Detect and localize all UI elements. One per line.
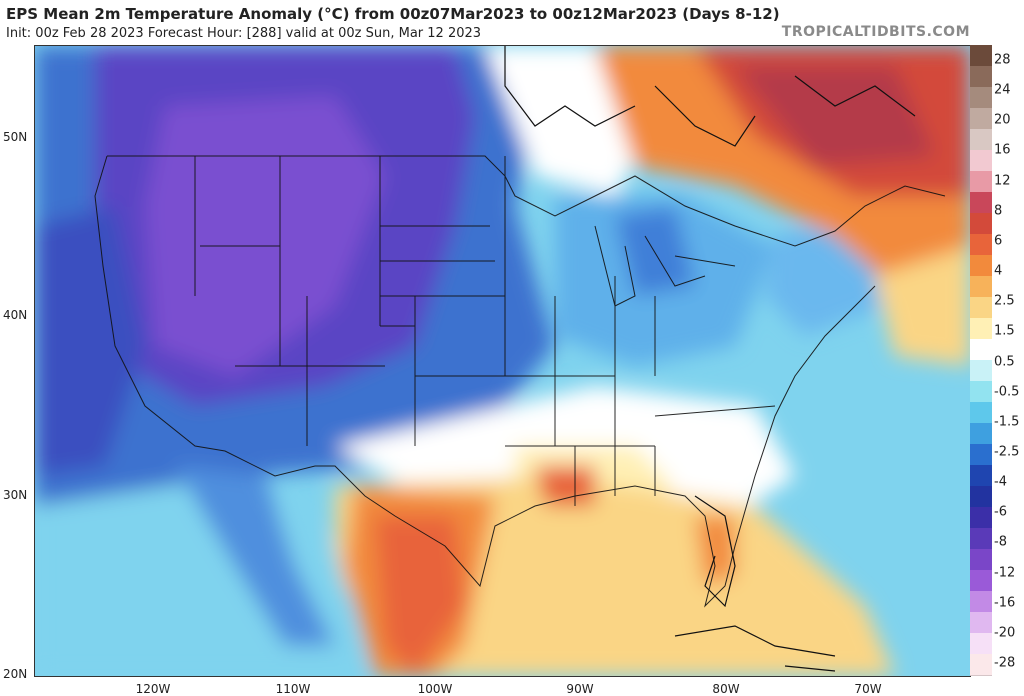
coastlines <box>504 46 916 672</box>
lat-label-50n: 50N <box>3 130 28 144</box>
colorbar-swatch <box>970 297 992 319</box>
colorbar-label: 28 <box>994 52 1011 68</box>
colorbar-label: 8 <box>994 203 1003 219</box>
colorbar-label: -6 <box>994 504 1007 520</box>
colorbar-swatch <box>970 108 992 130</box>
colorbar-swatch <box>970 87 992 109</box>
colorbar-label: -4 <box>994 474 1007 490</box>
colorbar-swatch <box>970 570 992 592</box>
colorbar-swatch <box>970 150 992 172</box>
colorbar-swatch <box>970 360 992 382</box>
colorbar-swatch <box>970 255 992 277</box>
lat-label-40n: 40N <box>3 308 28 322</box>
colorbar-label: 6 <box>994 233 1003 249</box>
map-title: EPS Mean 2m Temperature Anomaly (°C) fro… <box>6 5 780 23</box>
lat-label-30n: 30N <box>3 488 28 502</box>
colorbar-swatch <box>970 591 992 613</box>
colorbar-swatch <box>970 423 992 445</box>
colorbar-swatch <box>970 171 992 193</box>
lat-label-20n: 20N <box>3 667 28 681</box>
colorbar-swatch <box>970 276 992 298</box>
colorbar-label: 4 <box>994 263 1003 279</box>
colorbar-swatch <box>970 612 992 634</box>
colorbar-label: 16 <box>994 142 1011 158</box>
colorbar-swatch <box>970 633 992 655</box>
colorbar-swatch <box>970 402 992 424</box>
colorbar-swatch <box>970 234 992 256</box>
colorbar-swatch <box>970 486 992 508</box>
colorbar-label: -1.5 <box>994 414 1020 430</box>
lon-label-70w: 70W <box>854 682 882 696</box>
colorbar-swatch <box>970 654 992 676</box>
colorbar-swatch <box>970 213 992 235</box>
colorbar-swatch <box>970 192 992 214</box>
colorbar-swatch <box>970 339 992 361</box>
colorbar-swatch <box>970 318 992 340</box>
colorbar-label: -0.5 <box>994 384 1020 400</box>
colorbar-label: -20 <box>994 625 1016 641</box>
colorbar-swatch <box>970 381 992 403</box>
lon-label-110w: 110W <box>275 682 311 696</box>
colorbar-swatch <box>970 66 992 88</box>
colorbar-swatch <box>970 465 992 487</box>
colorbar-label: 0.5 <box>994 354 1015 369</box>
colorbar-label: -2.5 <box>994 444 1020 460</box>
site-watermark: TROPICALTIDBITS.COM <box>781 24 970 40</box>
boundaries <box>94 155 946 608</box>
colorbar-swatch <box>970 549 992 571</box>
colorbar-swatch <box>970 129 992 151</box>
colorbar-label: 12 <box>994 173 1011 189</box>
lon-label-100w: 100W <box>417 682 453 696</box>
colorbar-label: 20 <box>994 112 1011 128</box>
temperature-anomaly-map <box>34 45 971 677</box>
colorbar-label: -16 <box>994 595 1016 611</box>
colorbar <box>970 45 992 676</box>
colorbar-label: 2.5 <box>994 293 1015 309</box>
lon-label-80w: 80W <box>712 682 740 696</box>
colorbar-swatch <box>970 45 992 67</box>
lon-label-90w: 90W <box>566 682 594 696</box>
lon-label-120w: 120W <box>135 682 171 696</box>
colorbar-swatch <box>970 507 992 529</box>
colorbar-label: 24 <box>994 82 1011 98</box>
anomaly-field <box>35 46 970 676</box>
colorbar-label: -28 <box>994 655 1016 671</box>
colorbar-label: -8 <box>994 534 1007 550</box>
colorbar-swatch <box>970 444 992 466</box>
colorbar-swatch <box>970 528 992 550</box>
map-subtitle: Init: 00z Feb 28 2023 Forecast Hour: [28… <box>6 26 482 41</box>
colorbar-label: -12 <box>994 565 1016 581</box>
colorbar-label: 1.5 <box>994 323 1015 339</box>
